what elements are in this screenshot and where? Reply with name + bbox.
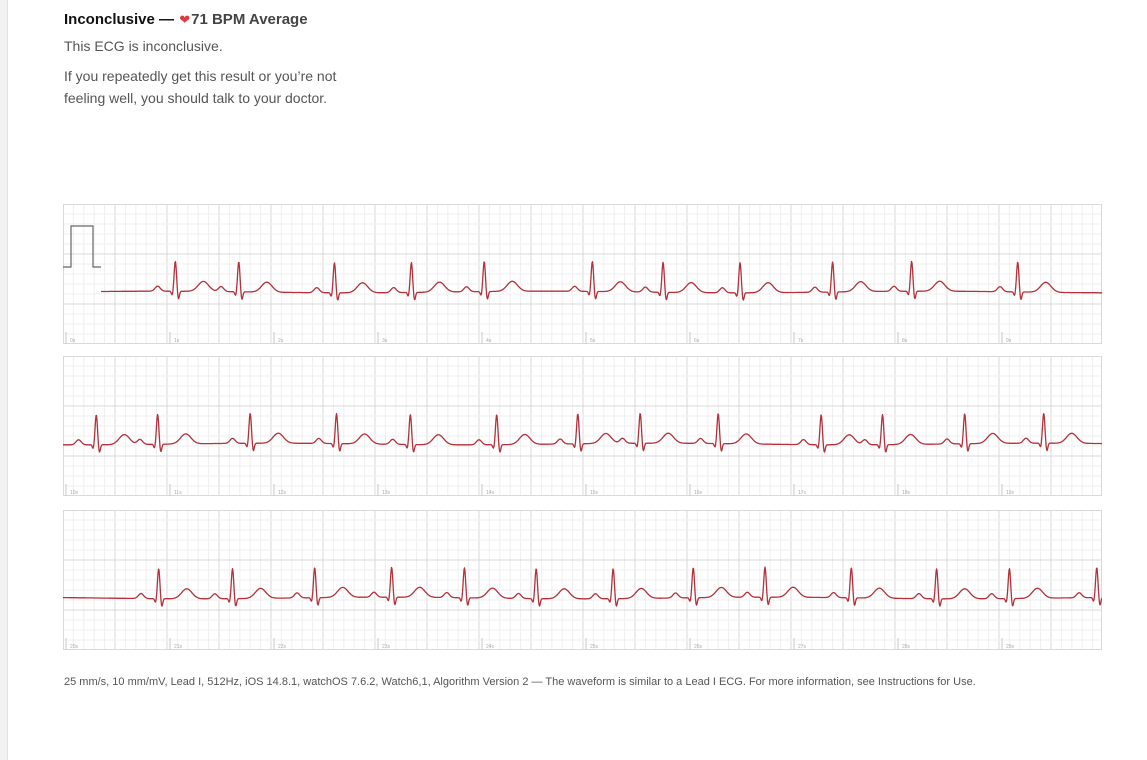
time-tick-label: 3s bbox=[382, 338, 388, 344]
time-tick-label: 26s bbox=[694, 644, 703, 650]
time-tick-label: 27s bbox=[798, 644, 807, 650]
time-tick-label: 29s bbox=[1006, 644, 1015, 650]
time-tick-label: 1s bbox=[174, 338, 180, 344]
time-tick-label: 8s bbox=[902, 338, 908, 344]
ecg-trace bbox=[100, 260, 1102, 301]
time-tick-label: 25s bbox=[590, 644, 599, 650]
time-tick-label: 15s bbox=[590, 490, 599, 496]
time-tick-label: 0s bbox=[70, 338, 76, 344]
ecg-strip-3: 20s 21s 22s 23s 24s 25s 26s 27s 28s 29s bbox=[63, 510, 1102, 650]
time-tick-label: 23s bbox=[382, 644, 391, 650]
time-tick-label: 24s bbox=[486, 644, 495, 650]
strip-border bbox=[63, 510, 1102, 650]
result-advice: If you repeatedly get this result or you… bbox=[64, 68, 337, 106]
result-title: Inconclusive — ❤71 BPM Average bbox=[64, 10, 384, 30]
ecg-trace bbox=[63, 566, 1102, 607]
ecg-strip-1-chart: 0s 1s 2s 3s 4s 5s 6s 7s 8s 9s bbox=[63, 204, 1102, 344]
time-tick-label: 9s bbox=[1006, 338, 1012, 344]
time-tick-label: 12s bbox=[278, 490, 287, 496]
ecg-strip-2-chart: 10s 11s 12s 13s 14s 15s 16s 17s 18s 19s bbox=[63, 356, 1102, 496]
recording-details: 25 mm/s, 10 mm/mV, Lead I, 512Hz, iOS 14… bbox=[64, 676, 976, 688]
time-tick-label: 18s bbox=[902, 490, 911, 496]
time-tick-label: 28s bbox=[902, 644, 911, 650]
ecg-strip-3-chart: 20s 21s 22s 23s 24s 25s 26s 27s 28s 29s bbox=[63, 510, 1102, 650]
average-bpm: 71 BPM Average bbox=[191, 11, 308, 28]
time-tick-label: 5s bbox=[590, 338, 596, 344]
ecg-strip-2: 10s 11s 12s 13s 14s 15s 16s 17s 18s 19s bbox=[63, 356, 1102, 496]
time-tick-label: 19s bbox=[1006, 490, 1015, 496]
time-tick-label: 6s bbox=[694, 338, 700, 344]
classification: Inconclusive — bbox=[64, 11, 175, 28]
result-subtitle: This ECG is inconclusive. bbox=[64, 38, 223, 54]
time-tick-label: 2s bbox=[278, 338, 284, 344]
ecg-summary: Inconclusive — ❤71 BPM Average This ECG … bbox=[64, 10, 384, 109]
time-tick-label: 16s bbox=[694, 490, 703, 496]
strip-border bbox=[63, 204, 1102, 344]
time-tick-label: 13s bbox=[382, 490, 391, 496]
ecg-strip-1: 0s 1s 2s 3s 4s 5s 6s 7s 8s 9s bbox=[63, 204, 1102, 344]
time-tick-label: 22s bbox=[278, 644, 287, 650]
calibration-pulse bbox=[63, 225, 101, 268]
time-tick-label: 17s bbox=[798, 490, 807, 496]
time-tick-label: 7s bbox=[798, 338, 804, 344]
time-tick-label: 14s bbox=[486, 490, 495, 496]
heart-icon: ❤ bbox=[179, 12, 191, 27]
left-edge-bar bbox=[0, 0, 8, 760]
time-tick-label: 11s bbox=[174, 490, 182, 496]
time-tick-label: 4s bbox=[486, 338, 492, 344]
time-tick-label: 10s bbox=[70, 490, 79, 496]
time-tick-label: 20s bbox=[70, 644, 79, 650]
time-tick-label: 21s bbox=[174, 644, 183, 650]
ecg-trace bbox=[63, 412, 1102, 453]
strip-border bbox=[63, 356, 1102, 496]
